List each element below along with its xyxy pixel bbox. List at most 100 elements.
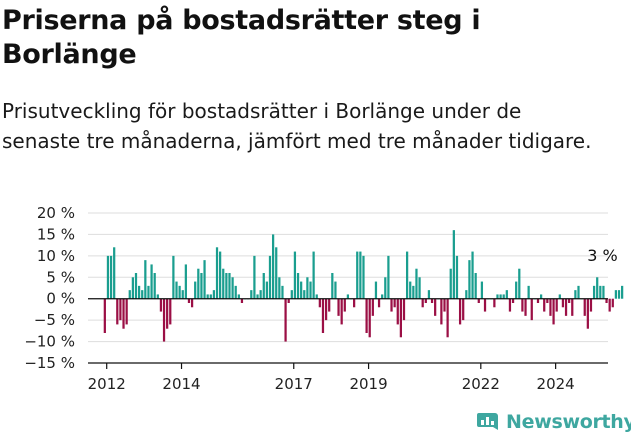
- y-tick-label: −10 %: [24, 333, 75, 351]
- bar: [103, 298, 106, 333]
- bar: [374, 281, 378, 299]
- bar: [617, 290, 621, 299]
- bar: [418, 277, 421, 299]
- bar: [281, 285, 284, 299]
- bar: [262, 273, 265, 299]
- bar: [321, 298, 325, 333]
- bar: [187, 298, 191, 303]
- bar: [564, 298, 568, 316]
- bar: [505, 290, 508, 299]
- bar: [399, 298, 402, 338]
- bar: [443, 298, 446, 312]
- bar: [390, 298, 393, 312]
- bar: [312, 251, 315, 299]
- bar-chart-icon: [477, 413, 498, 430]
- bar: [499, 294, 502, 299]
- bar: [134, 273, 138, 299]
- x-tick-label: 2014: [162, 375, 200, 393]
- bar: [356, 251, 359, 299]
- bar: [583, 298, 586, 316]
- y-tick-label: 10 %: [37, 247, 75, 265]
- annotation-label: 3 %: [587, 246, 617, 265]
- bar: [371, 298, 374, 316]
- bar: [206, 294, 209, 299]
- y-tick-label: 15 %: [37, 225, 75, 243]
- bar: [381, 294, 384, 299]
- x-tick-label: 2022: [462, 375, 500, 393]
- bar: [200, 273, 203, 299]
- bar: [377, 298, 381, 308]
- bar: [271, 234, 275, 299]
- bar: [421, 298, 424, 308]
- bar: [621, 285, 624, 299]
- bar: [468, 260, 471, 299]
- bar: [543, 298, 546, 312]
- bar: [290, 290, 293, 299]
- bar: [231, 277, 234, 299]
- bar: [521, 298, 524, 312]
- bar: [515, 281, 518, 299]
- bar: [440, 298, 443, 325]
- bar: [225, 273, 228, 299]
- bar: [465, 290, 468, 299]
- bar: [393, 298, 396, 308]
- bar: [387, 255, 390, 299]
- bar: [337, 298, 340, 316]
- bar: [278, 277, 281, 299]
- bar: [412, 285, 415, 299]
- brand-name: Newsworthy: [506, 411, 631, 433]
- x-tick-label: 2024: [537, 375, 575, 393]
- y-tick-label: 0 %: [46, 290, 75, 308]
- bar: [555, 298, 558, 312]
- bar: [268, 255, 272, 299]
- bar: [396, 298, 399, 325]
- bar: [172, 255, 175, 299]
- bar: [455, 255, 459, 299]
- brand-logo: Newsworthy: [476, 408, 631, 436]
- bar: [561, 298, 565, 308]
- bar: [458, 298, 462, 325]
- bar: [119, 298, 122, 321]
- y-tick-label: 20 %: [37, 204, 75, 222]
- bar: [128, 290, 131, 299]
- bar: [614, 290, 618, 299]
- bar: [190, 298, 194, 308]
- x-tick-label: 2019: [349, 375, 387, 393]
- bar: [166, 298, 169, 329]
- bar: [306, 277, 309, 299]
- bar: [518, 268, 521, 299]
- bar: [527, 285, 530, 299]
- bar: [253, 255, 256, 299]
- bar: [181, 290, 184, 299]
- bar: [427, 290, 431, 299]
- bar: [159, 298, 163, 312]
- bar: [502, 294, 505, 299]
- bar: [141, 290, 144, 299]
- bar: [256, 294, 259, 299]
- bar: [178, 285, 181, 299]
- bar: [568, 298, 571, 303]
- bar: [530, 298, 533, 321]
- bar-chart: 20 % 15 % 10 % 5 % 0 % −5 % −10 % −15 % 2012 2014…: [24, 204, 624, 393]
- bar: [197, 268, 200, 299]
- bar: [602, 285, 605, 299]
- bar: [549, 298, 552, 316]
- bar: [131, 277, 134, 299]
- bar: [340, 298, 343, 325]
- bar: [116, 298, 119, 325]
- bar: [284, 298, 287, 342]
- bar: [362, 255, 365, 299]
- bar: [153, 273, 156, 299]
- bar: [324, 298, 328, 321]
- bar: [592, 285, 596, 299]
- bar: [212, 290, 216, 299]
- bar: [300, 281, 303, 299]
- bar: [434, 298, 437, 316]
- bar: [596, 277, 599, 299]
- bar: [605, 298, 608, 303]
- bar: [471, 251, 474, 299]
- bar: [250, 290, 253, 299]
- bar: [493, 298, 496, 308]
- bar: [184, 264, 187, 299]
- bar: [599, 285, 602, 299]
